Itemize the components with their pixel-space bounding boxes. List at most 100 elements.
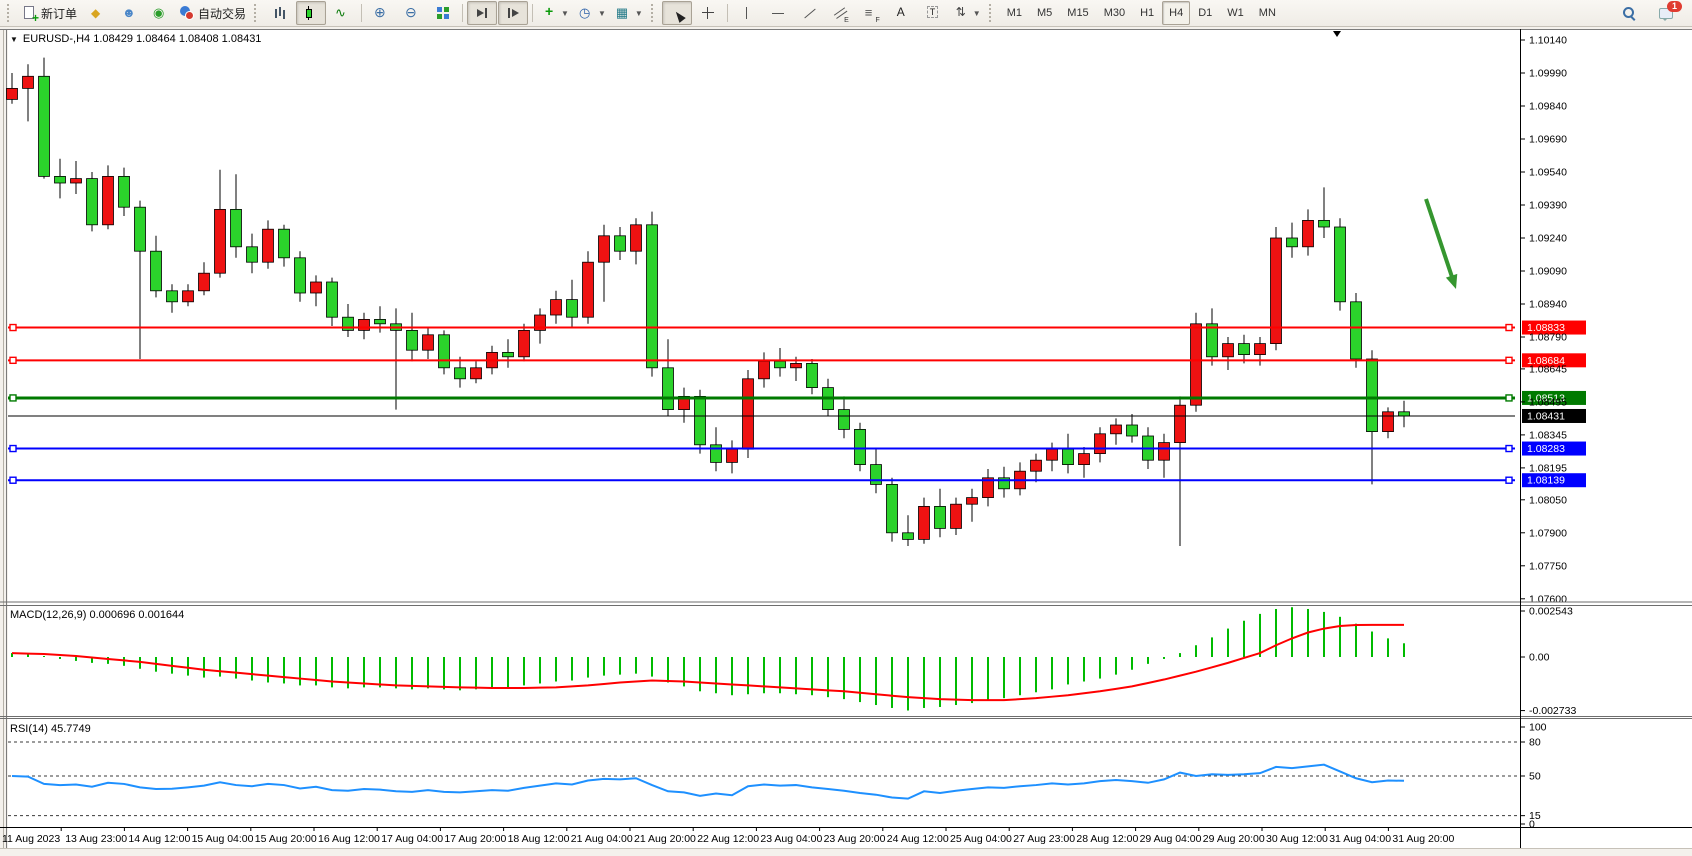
new-order-icon (22, 5, 39, 25)
auto-scroll-button[interactable] (467, 1, 498, 25)
vertical-line-tool-button[interactable] (732, 1, 762, 25)
timeframe-w1-button[interactable]: W1 (1227, 7, 1244, 19)
tile-windows-icon (435, 5, 451, 21)
bar-chart-mode-button[interactable] (265, 1, 295, 25)
timeframe-mn-button[interactable]: MN (1258, 7, 1276, 19)
candle-chart-icon (303, 5, 319, 21)
crosshair-button[interactable] (693, 1, 723, 25)
chevron-down-icon[interactable]: ▼ (561, 8, 569, 18)
timeframe-m1-button[interactable]: M1 (1006, 7, 1022, 19)
svg-text:15 Aug 04:00: 15 Aug 04:00 (192, 833, 254, 845)
svg-text:0.002543: 0.002543 (1529, 606, 1573, 618)
line-chart-mode-button[interactable] (327, 1, 357, 25)
chat-button[interactable]: 1 (1652, 1, 1682, 25)
timeframe-m15-button[interactable]: M15 (1067, 7, 1089, 19)
rsi-pane[interactable]: 100 80 50 150 (8, 722, 1547, 831)
arrow-annotation[interactable] (1424, 198, 1456, 283)
svg-text:50: 50 (1529, 771, 1541, 783)
svg-text:1.09240: 1.09240 (1529, 233, 1567, 245)
styles-bucket-button[interactable] (82, 1, 112, 25)
signals-button[interactable] (144, 1, 174, 25)
svg-text:23 Aug 20:00: 23 Aug 20:00 (824, 833, 886, 845)
new-order-button[interactable]: 新订单 (18, 1, 81, 25)
chevron-down-icon[interactable]: ▼ (597, 8, 606, 18)
chart-title: EURUSD-,H4 1.08429 1.08464 1.08408 1.084… (22, 33, 262, 45)
signal-icon (151, 5, 167, 21)
channel-icon (832, 5, 849, 24)
auto-trading-button[interactable]: 自动交易 (175, 1, 250, 25)
periods-button[interactable]: ▼ (574, 1, 610, 25)
svg-text:17 Aug 20:00: 17 Aug 20:00 (444, 833, 506, 845)
svg-text:1.09990: 1.09990 (1529, 68, 1567, 80)
symbol-dropdown-icon[interactable]: ▼ (10, 34, 18, 44)
toolbar-separator (462, 4, 464, 22)
svg-text:24 Aug 12:00: 24 Aug 12:00 (887, 833, 949, 845)
toolbar-grip[interactable] (988, 4, 995, 22)
text-label-icon (925, 5, 941, 21)
svg-text:1.08940: 1.08940 (1529, 299, 1567, 311)
auto-scroll-icon (474, 5, 490, 21)
timeframe-m5-button[interactable]: M5 (1037, 7, 1053, 19)
chart-window[interactable]: 1.08833 1.08684 1.08513 1.08431 1.08283 1.081… (0, 27, 1692, 856)
chart-shift-button[interactable] (498, 1, 529, 25)
template-icon (615, 5, 631, 21)
bar-chart-icon (272, 5, 288, 21)
svg-text:17 Aug 04:00: 17 Aug 04:00 (381, 833, 443, 845)
templates-button[interactable]: ▼ (611, 1, 647, 25)
candles-layer[interactable] (6, 57, 1410, 546)
timeframe-h4-button[interactable]: H4 (1162, 1, 1191, 25)
crosshair-icon (700, 5, 716, 21)
svg-text:1.09390: 1.09390 (1529, 200, 1567, 212)
chart-canvas[interactable]: 1.08833 1.08684 1.08513 1.08431 1.08283 1.081… (0, 27, 1692, 856)
zoom-in-button[interactable] (366, 1, 396, 25)
fibonacci-tool-button[interactable] (856, 1, 886, 25)
svg-text:21 Aug 04:00: 21 Aug 04:00 (571, 833, 633, 845)
cursor-button[interactable] (661, 1, 692, 25)
chart-shift-marker[interactable] (1333, 31, 1341, 37)
indicators-button[interactable]: ▼ (537, 1, 573, 25)
timeframe-d1-button[interactable]: D1 (1198, 7, 1213, 19)
arrows-tool-button[interactable]: ▼ (949, 1, 985, 25)
channel-tool-button[interactable] (825, 1, 855, 25)
text-tool-button[interactable] (887, 1, 917, 25)
timeframe-m30-button[interactable]: M30 (1103, 7, 1126, 19)
svg-text:1.08345: 1.08345 (1529, 429, 1567, 441)
svg-text:16 Aug 12:00: 16 Aug 12:00 (318, 833, 380, 845)
text-label-tool-button[interactable] (918, 1, 948, 25)
svg-text:0.00: 0.00 (1529, 652, 1550, 664)
svg-text:15: 15 (1529, 810, 1541, 822)
svg-text:13 Aug 23:00: 13 Aug 23:00 (65, 833, 127, 845)
svg-text:1.08283: 1.08283 (1527, 443, 1565, 455)
chevron-down-icon[interactable]: ▼ (972, 8, 981, 18)
timeframe-h1-button[interactable]: H1 (1140, 7, 1155, 19)
candle-chart-mode-button[interactable] (296, 1, 327, 25)
time-axis[interactable]: 11 Aug 2023 13 Aug 23:00 14 Aug 12:00 15 Au… (0, 827, 1692, 845)
svg-text:29 Aug 04:00: 29 Aug 04:00 (1140, 833, 1202, 845)
tile-windows-button[interactable] (428, 1, 458, 25)
trendline-tool-button[interactable] (794, 1, 824, 25)
horizontal-line-tool-button[interactable] (763, 1, 793, 25)
macd-pane[interactable]: 0.002543 0.00 -0.002733 (11, 606, 1576, 718)
svg-text:22 Aug 12:00: 22 Aug 12:00 (697, 833, 759, 845)
toolbar-grip[interactable] (254, 4, 260, 22)
arrow-annotation-head[interactable] (1445, 273, 1458, 289)
profile-button[interactable] (113, 1, 143, 25)
line-chart-icon (334, 5, 350, 21)
toolbar-grip[interactable] (7, 4, 13, 22)
svg-text:1.08790: 1.08790 (1529, 332, 1567, 344)
chevron-down-icon[interactable]: ▼ (634, 8, 643, 18)
search-button[interactable] (1614, 1, 1644, 25)
autotrade-icon (179, 5, 195, 21)
zoom-out-button[interactable] (397, 1, 427, 25)
toolbar-grip[interactable] (650, 4, 657, 22)
zoom-out-icon (404, 4, 420, 21)
rsi-line (11, 763, 1405, 800)
cursor-icon (669, 5, 685, 21)
macd-indicator-label: MACD(12,26,9) 0.000696 0.001644 (10, 609, 185, 621)
horizontal-line-objects[interactable]: 1.08833 1.08684 1.08513 1.08431 1.08283 1.081… (8, 320, 1586, 488)
chart-title-bar: ▼ EURUSD-,H4 1.08429 1.08464 1.08408 1.0… (10, 33, 261, 45)
svg-text:1.08431: 1.08431 (1527, 410, 1565, 422)
svg-text:1.08684: 1.08684 (1527, 355, 1565, 367)
toolbar-right-group: 1 (1614, 1, 1688, 25)
price-axis[interactable]: 1.10140 1.09990 1.09840 1.09690 1.09540 1.093… (1520, 35, 1567, 606)
